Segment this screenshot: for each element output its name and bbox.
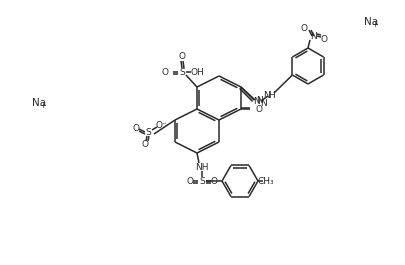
Text: Na: Na xyxy=(32,98,46,108)
Text: +: + xyxy=(370,20,377,29)
Text: O: O xyxy=(132,123,139,132)
Text: O: O xyxy=(186,176,193,186)
Text: O: O xyxy=(161,68,168,77)
Text: O: O xyxy=(300,24,307,33)
Text: O: O xyxy=(320,34,327,43)
Text: H: H xyxy=(268,91,275,99)
Text: S: S xyxy=(145,127,151,136)
Text: N: N xyxy=(263,91,270,99)
Text: N: N xyxy=(253,96,260,105)
Text: CH₃: CH₃ xyxy=(257,176,274,186)
Text: N: N xyxy=(310,32,317,41)
Text: OH: OH xyxy=(190,68,203,77)
Text: O: O xyxy=(255,104,262,113)
Text: O⁻: O⁻ xyxy=(155,121,166,130)
Text: NH: NH xyxy=(195,162,208,171)
Text: O: O xyxy=(141,139,148,148)
Text: O: O xyxy=(210,176,217,186)
Text: N: N xyxy=(256,95,263,104)
Text: S: S xyxy=(179,68,184,77)
Text: +: + xyxy=(39,101,46,110)
Text: O: O xyxy=(178,51,185,60)
Text: N: N xyxy=(260,99,267,108)
Text: Na: Na xyxy=(363,17,377,27)
Text: S: S xyxy=(198,176,205,186)
